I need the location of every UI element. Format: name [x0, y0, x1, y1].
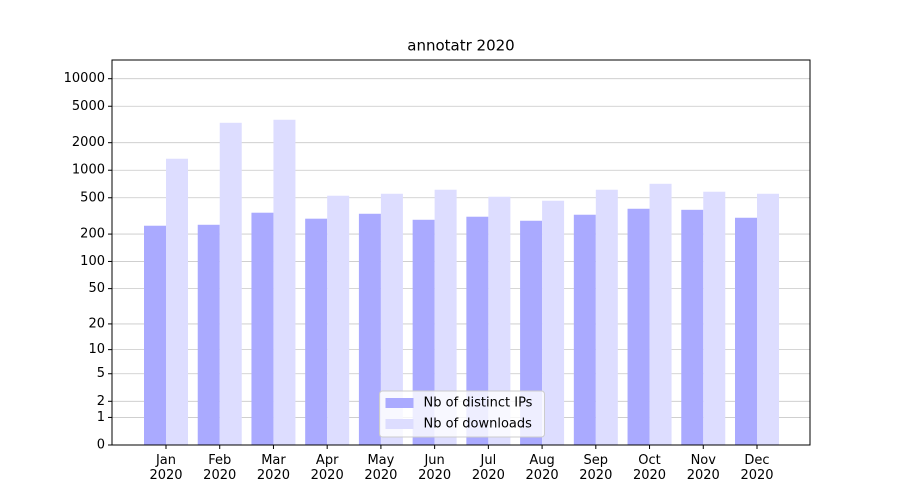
x-tick-label: Nov 2020: [686, 453, 720, 483]
legend-swatch: [385, 398, 414, 408]
bar: [627, 208, 650, 445]
legend: Nb of distinct IPs Nb of downloads: [379, 390, 545, 438]
bar: [219, 122, 242, 445]
y-tick-label: 2: [97, 394, 105, 409]
bar: [542, 200, 565, 445]
legend-label: Nb of distinct IPs: [424, 396, 533, 411]
y-tick-label: 100: [80, 254, 105, 269]
y-tick-label: 2000: [72, 135, 105, 150]
bar: [380, 193, 403, 445]
legend-label: Nb of downloads: [424, 417, 533, 432]
bar: [358, 213, 381, 445]
bar: [251, 212, 274, 445]
bar: [488, 196, 511, 445]
bar: [144, 225, 166, 445]
bar: [305, 218, 328, 445]
x-tick-label: Jul 2020: [471, 453, 505, 483]
bar: [273, 119, 296, 446]
bar: [703, 191, 726, 445]
y-tick-label: 1: [97, 410, 105, 425]
bar: [649, 183, 672, 446]
bar: [166, 158, 188, 446]
x-tick-label: Dec 2020: [740, 453, 774, 483]
x-tick-label: Sep 2020: [579, 453, 613, 483]
bar: [434, 189, 457, 445]
y-tick-label: 200: [80, 227, 105, 242]
chart-title: annotatr 2020: [407, 37, 514, 55]
y-tick-label: 5000: [72, 99, 105, 114]
x-tick-label: Mar 2020: [256, 453, 290, 483]
bar: [197, 224, 220, 445]
bar: [466, 216, 489, 445]
x-tick-label: Oct 2020: [632, 453, 667, 483]
bar: [327, 195, 350, 445]
bar: [595, 189, 618, 445]
bar: [681, 209, 704, 445]
legend-frame: [379, 390, 545, 438]
y-tick-label: 10: [88, 342, 105, 357]
x-tick-label: Jun 2020: [418, 453, 452, 483]
y-tick-label: 1000: [72, 163, 105, 178]
bar: [520, 220, 543, 445]
x-tick-label: Jan 2020: [149, 453, 183, 483]
y-tick-label: 50: [88, 281, 105, 296]
legend-swatch: [385, 419, 414, 429]
bar: [412, 219, 435, 445]
y-tick-label: 500: [80, 190, 105, 205]
bar: [757, 193, 779, 445]
x-tick-label: Apr 2020: [310, 453, 344, 483]
y-tick-label: 0: [97, 438, 105, 453]
bar: [735, 217, 757, 445]
y-tick-label: 5: [97, 366, 105, 381]
x-tick-label: Aug 2020: [525, 453, 559, 483]
y-tick-label: 10000: [64, 71, 105, 86]
y-tick-label: 20: [88, 316, 105, 331]
x-tick-label: May 2020: [364, 453, 398, 483]
x-tick-label: Feb 2020: [203, 453, 237, 483]
bar: [573, 214, 596, 445]
plot-frame: [111, 59, 811, 446]
